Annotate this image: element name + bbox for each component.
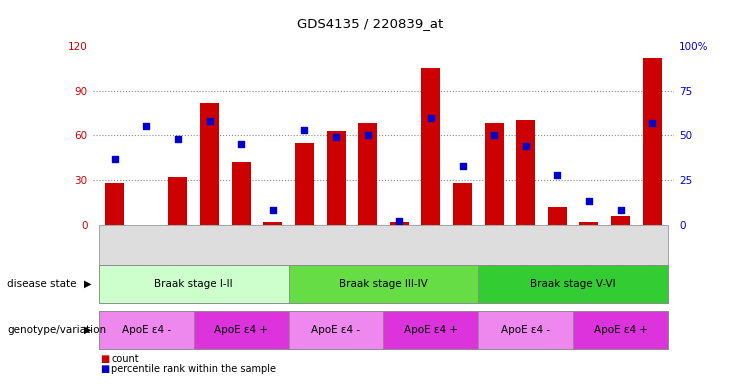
Point xyxy=(551,172,563,178)
Text: ■: ■ xyxy=(100,364,109,374)
Bar xyxy=(358,124,377,225)
Point xyxy=(456,163,468,169)
Text: ■: ■ xyxy=(100,354,109,364)
Text: Braak stage III-IV: Braak stage III-IV xyxy=(339,279,428,289)
Bar xyxy=(232,162,250,225)
Text: ApoE ε4 +: ApoE ε4 + xyxy=(404,325,458,335)
Point xyxy=(488,132,500,139)
Point xyxy=(109,156,121,162)
Text: ApoE ε4 -: ApoE ε4 - xyxy=(501,325,551,335)
Bar xyxy=(453,183,472,225)
Bar xyxy=(263,222,282,225)
Bar xyxy=(295,143,314,225)
Point xyxy=(204,118,216,124)
Text: GDS4135 / 220839_at: GDS4135 / 220839_at xyxy=(297,17,444,30)
Text: ▶: ▶ xyxy=(84,325,91,335)
Point xyxy=(614,207,626,214)
Bar xyxy=(485,124,504,225)
Text: ▶: ▶ xyxy=(84,279,91,289)
Bar xyxy=(642,58,662,225)
Point xyxy=(330,134,342,140)
Bar xyxy=(168,177,187,225)
Point xyxy=(646,120,658,126)
Point xyxy=(267,207,279,214)
Point xyxy=(583,199,595,205)
Text: ApoE ε4 -: ApoE ε4 - xyxy=(311,325,361,335)
Point xyxy=(425,114,436,121)
Bar xyxy=(611,216,630,225)
Bar xyxy=(548,207,567,225)
Bar xyxy=(327,131,345,225)
Bar xyxy=(390,222,409,225)
Point xyxy=(236,141,247,147)
Text: ApoE ε4 -: ApoE ε4 - xyxy=(122,325,171,335)
Text: percentile rank within the sample: percentile rank within the sample xyxy=(111,364,276,374)
Point xyxy=(141,123,153,129)
Point xyxy=(362,132,373,139)
Bar xyxy=(422,68,440,225)
Point xyxy=(393,218,405,224)
Point xyxy=(519,143,531,149)
Point xyxy=(172,136,184,142)
Text: ApoE ε4 +: ApoE ε4 + xyxy=(214,325,268,335)
Bar xyxy=(579,222,599,225)
Text: genotype/variation: genotype/variation xyxy=(7,325,107,335)
Bar xyxy=(516,121,535,225)
Text: Braak stage I-II: Braak stage I-II xyxy=(154,279,233,289)
Text: ApoE ε4 +: ApoE ε4 + xyxy=(594,325,648,335)
Bar xyxy=(105,183,124,225)
Text: disease state: disease state xyxy=(7,279,77,289)
Point xyxy=(299,127,310,133)
Bar xyxy=(200,103,219,225)
Text: count: count xyxy=(111,354,139,364)
Text: Braak stage V-VI: Braak stage V-VI xyxy=(531,279,616,289)
